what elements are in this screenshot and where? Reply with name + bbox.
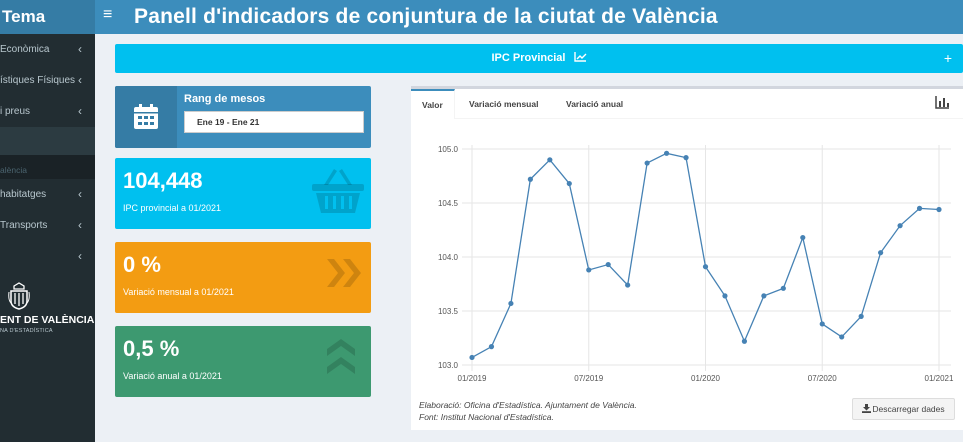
sidebar-item-label: i preus xyxy=(0,106,31,117)
ipc-provincial-title: IPC Provincial xyxy=(115,52,963,64)
data-point xyxy=(586,267,592,273)
data-point xyxy=(644,160,650,166)
sidebar: Tema Econòmica ‹ ístiques Físiques ‹ i p… xyxy=(0,0,95,442)
calendar-icon xyxy=(134,104,158,129)
sidebar-item-habitatges[interactable]: habitatges ‹ xyxy=(0,179,95,210)
monthly-variation-box: 0 % Variació mensual a 01/2021 xyxy=(115,242,371,313)
annual-variation-value: 0,5 % xyxy=(123,336,180,361)
data-point xyxy=(566,180,572,187)
sidebar-item-label: ístiques Físiques xyxy=(0,75,76,86)
chevron-left-icon: ‹ xyxy=(78,104,82,118)
top-header: ≡ Panell d'indicadors de conjuntura de l… xyxy=(95,0,963,34)
data-point xyxy=(839,334,845,340)
ipc-provincial-label: IPC Provincial xyxy=(491,52,566,64)
data-point xyxy=(761,293,767,299)
date-range-box: Rang de mesos Ene 19 - Ene 21 xyxy=(115,86,371,148)
data-point xyxy=(936,206,942,213)
data-point xyxy=(683,155,689,161)
y-tick-label: 103.0 xyxy=(438,361,459,370)
data-point xyxy=(527,176,533,182)
ipc-provincial-box-header[interactable]: IPC Provincial + xyxy=(115,44,963,73)
sidebar-item-estadistiques-fisiques[interactable]: ístiques Físiques ‹ xyxy=(0,65,95,96)
x-tick-label: 07/2020 xyxy=(808,374,837,383)
city-crest-icon xyxy=(8,282,30,310)
x-tick-label: 01/2019 xyxy=(458,374,487,383)
org-name: ENT DE VALÈNCIA xyxy=(0,314,95,326)
data-point xyxy=(916,205,923,211)
sidebar-item-other[interactable]: ‹ xyxy=(0,241,95,272)
ipc-value: 104,448 xyxy=(123,168,203,193)
calendar-icon-container xyxy=(115,86,177,148)
x-tick-label: 07/2019 xyxy=(574,374,603,383)
data-point xyxy=(488,344,495,350)
basket-icon xyxy=(312,169,364,213)
sidebar-section-header: alència xyxy=(0,155,95,179)
double-chevron-right-icon xyxy=(327,259,361,287)
chevron-left-icon: ‹ xyxy=(78,249,82,263)
x-tick-label: 01/2021 xyxy=(925,374,954,383)
chevron-left-icon: ‹ xyxy=(78,218,82,232)
chevron-left-icon: ‹ xyxy=(78,42,82,56)
sidebar-item-label: Transports xyxy=(0,220,48,231)
sidebar-item-preus[interactable]: i preus ‹ xyxy=(0,96,95,127)
data-point xyxy=(722,293,728,299)
chart-tabs: Valor Variació mensual Variació anual xyxy=(411,89,963,119)
chart-note-font: Font: Institut Nacional d'Estadística. xyxy=(419,412,554,422)
x-tick-label: 01/2020 xyxy=(691,374,720,383)
y-tick-label: 105.0 xyxy=(438,145,459,154)
download-label: Descarregar dades xyxy=(872,404,945,414)
date-range-title: Rang de mesos xyxy=(184,93,266,105)
annual-variation-box: 0,5 % Variació anual a 01/2021 xyxy=(115,326,371,397)
date-range-input[interactable]: Ene 19 - Ene 21 xyxy=(184,111,364,133)
hamburger-menu-icon[interactable]: ≡ xyxy=(103,6,113,23)
data-point xyxy=(663,150,670,156)
bar-chart-icon[interactable] xyxy=(935,96,950,109)
ipc-value-box: 104,448 IPC provincial a 01/2021 xyxy=(115,158,371,229)
data-point xyxy=(702,264,709,270)
chart-note-elaboracio: Elaboració: Oficina d'Estadística. Ajunt… xyxy=(419,400,637,410)
y-tick-label: 104.0 xyxy=(438,253,459,262)
line-chart-icon xyxy=(573,52,587,62)
data-point xyxy=(741,338,748,344)
sidebar-active-submenu xyxy=(0,127,95,155)
org-subtitle: NA D'ESTADÍSTICA xyxy=(0,328,53,334)
data-point xyxy=(897,223,903,229)
data-point xyxy=(800,234,806,241)
annual-variation-label: Variació anual a 01/2021 xyxy=(123,371,222,381)
sidebar-item-label: habitatges xyxy=(0,189,47,200)
data-point xyxy=(858,313,864,319)
ipc-line-chart: 103.0 103.5 104.0 104.5 105.0 01/2019 07/2019 0… xyxy=(438,145,954,383)
page-title: Panell d'indicadors de conjuntura de la … xyxy=(134,5,718,28)
sidebar-item-label: Econòmica xyxy=(0,44,50,55)
chevron-left-icon: ‹ xyxy=(78,187,82,201)
y-tick-label: 104.5 xyxy=(438,199,459,208)
tab-valor[interactable]: Valor xyxy=(411,89,455,119)
tab-variacio-anual[interactable]: Variació anual xyxy=(566,99,624,109)
data-point xyxy=(508,300,514,307)
ipc-label: IPC provincial a 01/2021 xyxy=(123,203,222,213)
monthly-variation-label: Variació mensual a 01/2021 xyxy=(123,287,234,297)
double-chevron-up-icon xyxy=(327,339,355,374)
y-tick-label: 103.5 xyxy=(438,307,459,316)
data-point xyxy=(605,261,611,268)
download-icon xyxy=(862,404,872,413)
expand-button[interactable]: + xyxy=(943,50,952,66)
sidebar-brand[interactable]: Tema xyxy=(0,0,95,34)
tab-variacio-mensual[interactable]: Variació mensual xyxy=(469,99,539,109)
download-button[interactable]: Descarregar dades xyxy=(852,398,955,420)
monthly-variation-value: 0 % xyxy=(123,252,161,277)
chevron-left-icon: ‹ xyxy=(78,73,82,87)
data-point xyxy=(547,157,553,163)
sidebar-item-economica[interactable]: Econòmica ‹ xyxy=(0,34,95,65)
data-point xyxy=(878,250,884,256)
data-point xyxy=(780,285,786,291)
sidebar-item-transports[interactable]: Transports ‹ xyxy=(0,210,95,241)
data-point xyxy=(625,282,631,288)
chart-tab-box: Valor Variació mensual Variació anual 10… xyxy=(411,86,963,430)
data-point xyxy=(819,321,825,327)
data-point xyxy=(469,354,475,361)
